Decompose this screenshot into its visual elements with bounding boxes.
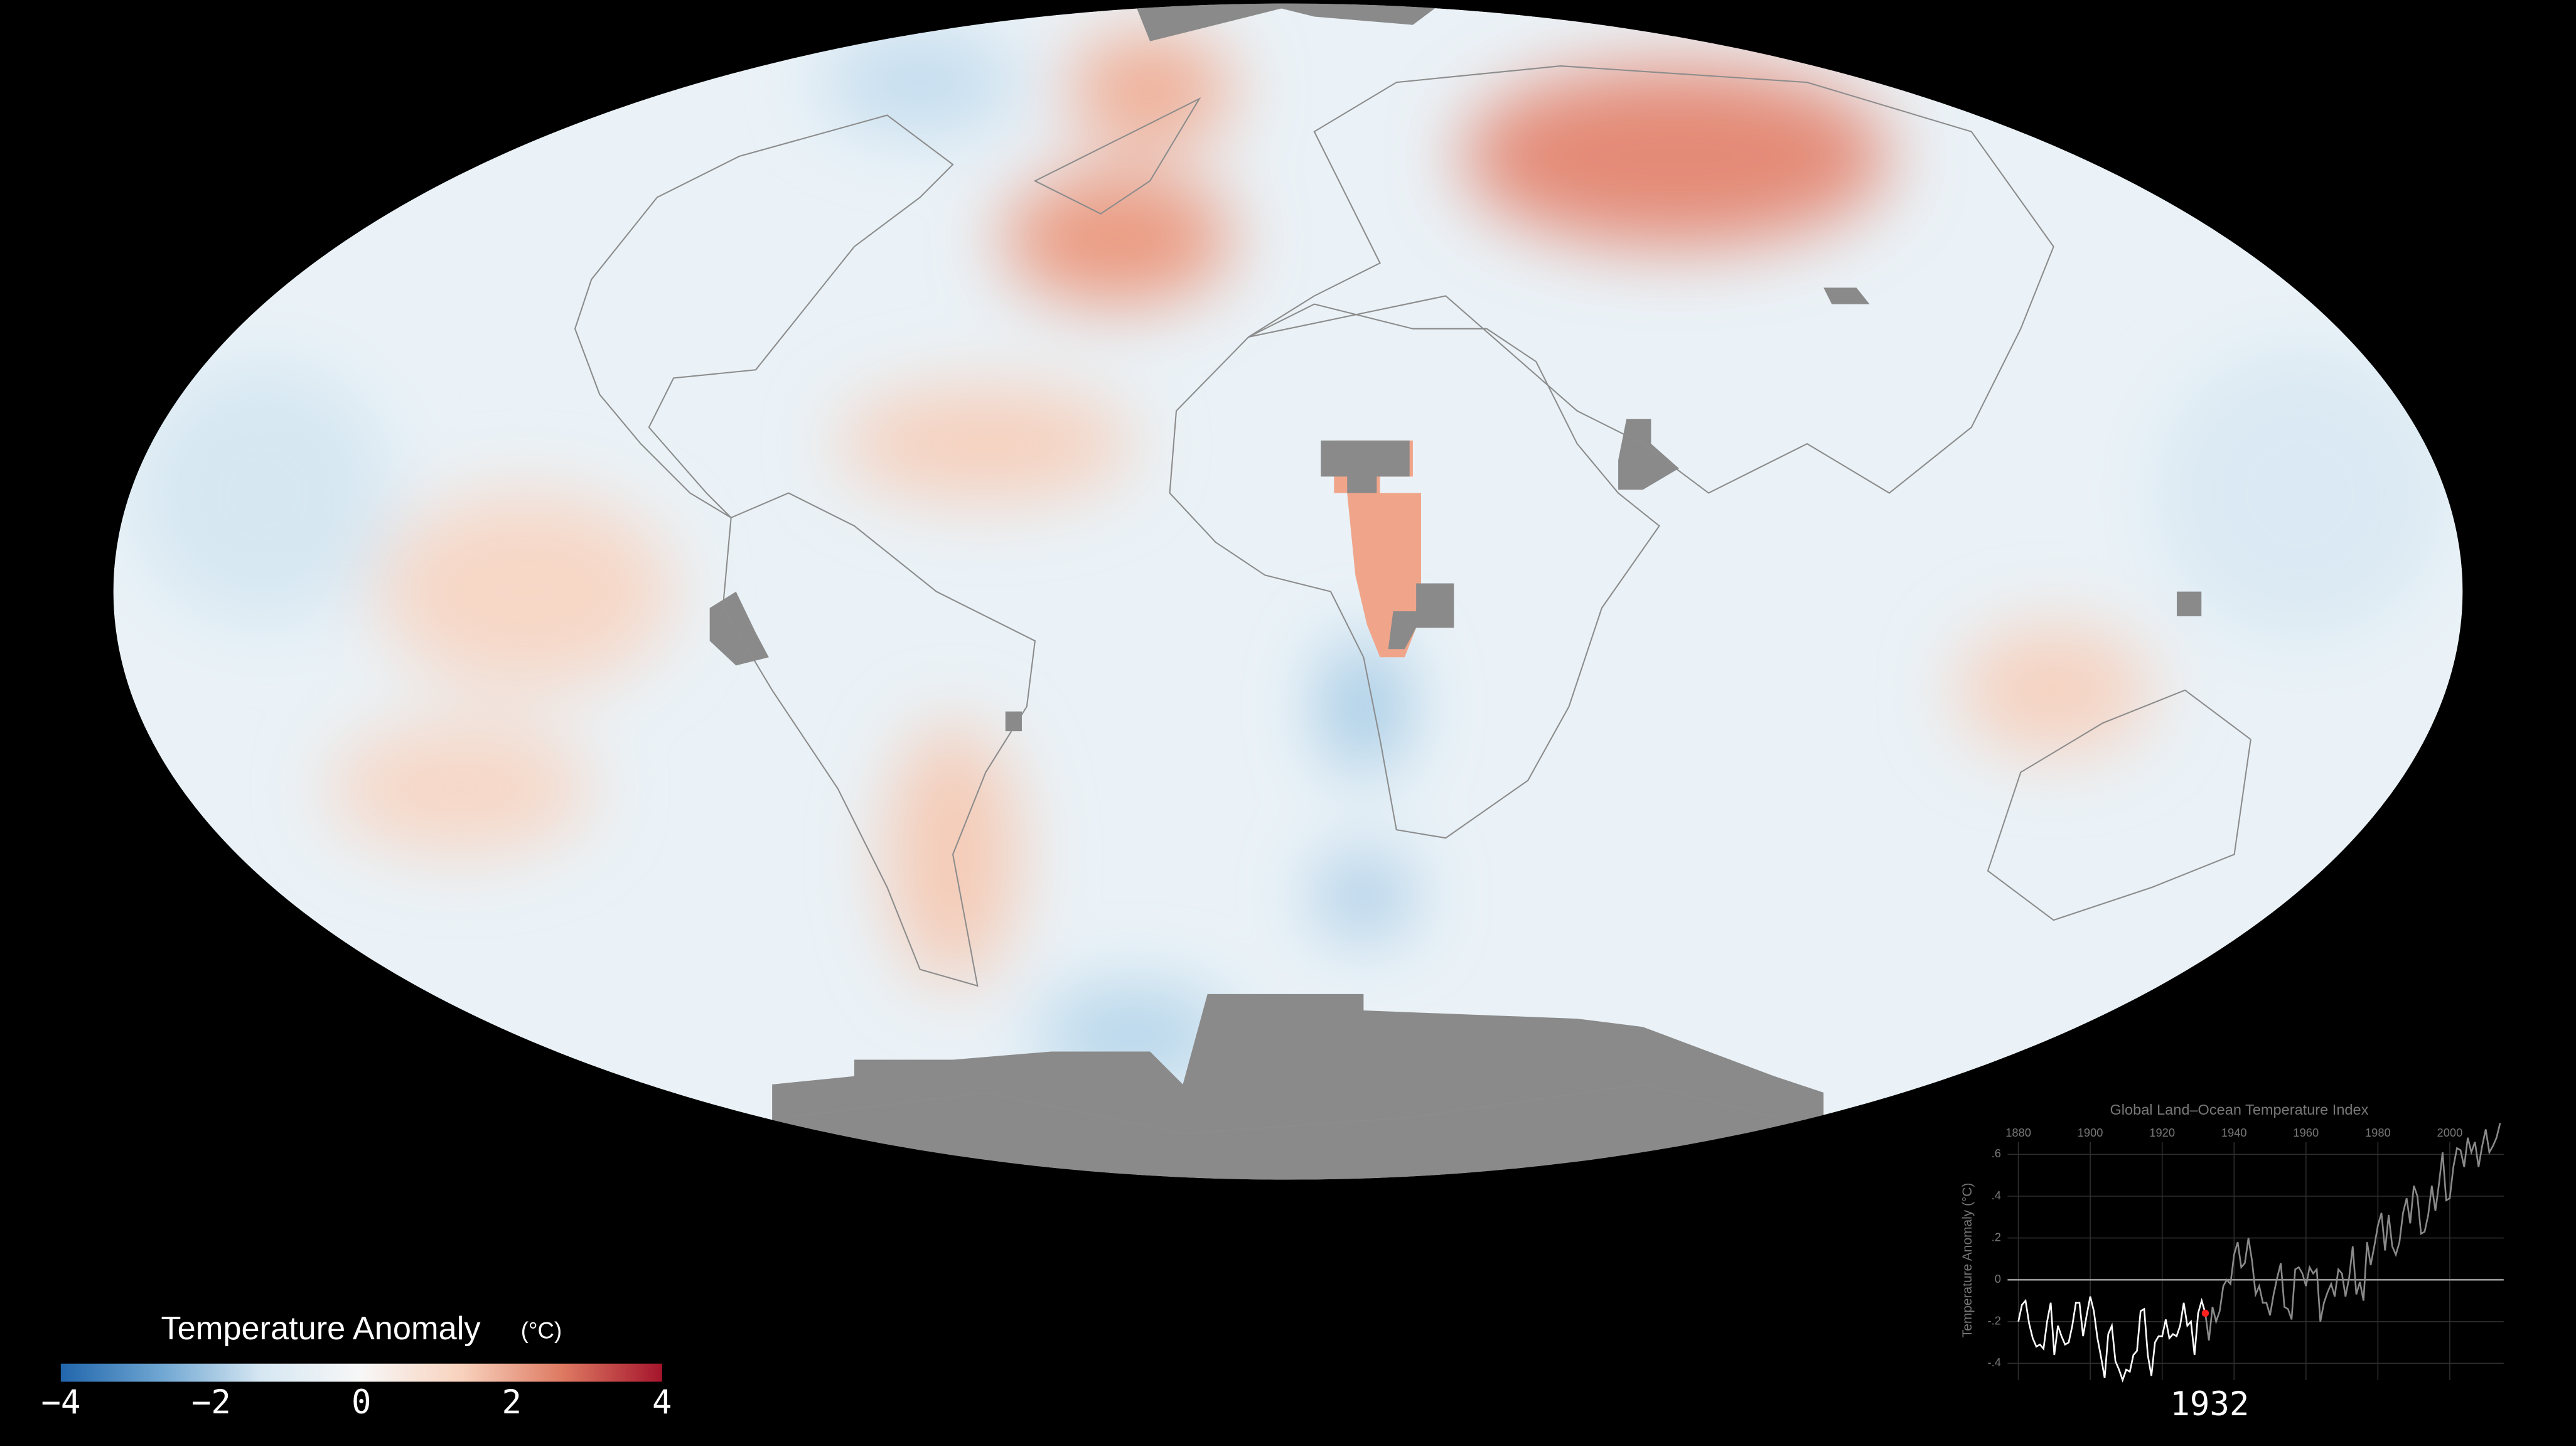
- colorbar-tick-label: −4: [41, 1383, 80, 1422]
- inset-chart: Global Land–Ocean Temperature Index Temp…: [1960, 1101, 2504, 1383]
- data-line-later: [2204, 1123, 2501, 1341]
- missing-data: [1133, 3, 1446, 41]
- legend: Temperature Anomaly (°C) −4 −2 0 2 4: [41, 1310, 672, 1422]
- x-tick-label: 1980: [2365, 1126, 2391, 1139]
- y-tick-label: .2: [1992, 1230, 2001, 1243]
- legend-title: Temperature Anomaly: [161, 1310, 481, 1347]
- x-tick-label: 2000: [2437, 1126, 2463, 1139]
- year-label: 1932: [2170, 1385, 2249, 1423]
- data-line: [2017, 1296, 2206, 1383]
- antarctica: [772, 993, 1824, 1180]
- x-tick-label: 1960: [2293, 1126, 2319, 1139]
- missing-data: [1321, 440, 1454, 650]
- inset-title: Global Land–Ocean Temperature Index: [2110, 1101, 2368, 1118]
- colorbar-tick-label: 4: [652, 1383, 672, 1422]
- x-tick-label: 1880: [2005, 1126, 2031, 1139]
- colorbar-tick-label: 2: [502, 1383, 522, 1422]
- colorbar-ticks: −4 −2 0 2 4: [41, 1383, 672, 1422]
- y-tick-label: .6: [1992, 1147, 2001, 1160]
- y-tick-label: .4: [1992, 1189, 2001, 1202]
- colorbar: [60, 1363, 662, 1382]
- x-tick-label: 1940: [2221, 1126, 2247, 1139]
- globe: [113, 3, 2463, 1180]
- coastlines: [574, 65, 2251, 1135]
- y-tick-label: -.4: [1988, 1356, 2001, 1369]
- x-tick-label: 1920: [2149, 1126, 2175, 1139]
- y-axis-label: Temperature Anomaly (°C): [1960, 1183, 1975, 1338]
- current-year-marker: [2201, 1309, 2209, 1317]
- colorbar-tick-label: −2: [191, 1383, 231, 1422]
- anomaly-field: [131, 33, 2448, 1084]
- colorbar-tick-label: 0: [352, 1383, 372, 1422]
- x-tick-label: 1900: [2078, 1126, 2103, 1139]
- legend-unit: (°C): [521, 1318, 562, 1344]
- map: [113, 3, 2463, 1180]
- y-tick-label: 0: [1995, 1272, 2001, 1285]
- y-tick-label: -.2: [1988, 1314, 2001, 1327]
